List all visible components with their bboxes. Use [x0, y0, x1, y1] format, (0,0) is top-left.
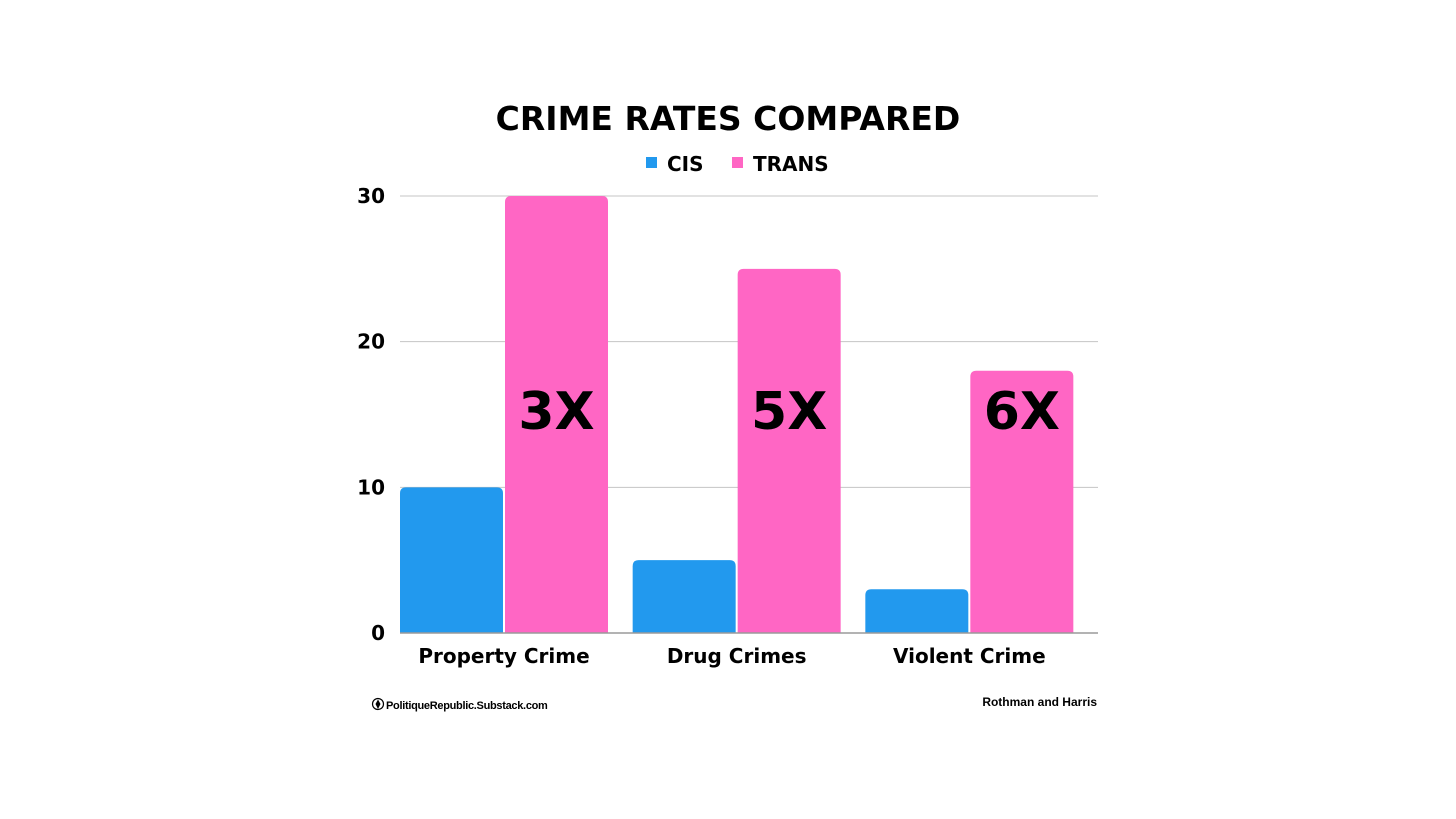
bars	[400, 196, 1074, 633]
legend-swatch-cis	[646, 157, 657, 168]
bar-trans-violent-crime	[970, 370, 1074, 633]
x-category-label: Violent Crime	[893, 644, 1046, 668]
source-text: Rothman and Harris	[982, 695, 1097, 709]
y-tick-label: 10	[357, 475, 385, 499]
y-tick-label: 0	[371, 621, 385, 645]
legend-label-trans: TRANS	[753, 152, 829, 176]
x-category-label: Property Crime	[418, 644, 589, 668]
legend: CIS TRANS	[646, 152, 829, 176]
x-category-label: Drug Crimes	[667, 644, 807, 668]
credit-text: PolitiqueRepublic.Substack.com	[386, 700, 548, 712]
pen-nib-icon	[371, 697, 385, 711]
x-axis-labels: Property Crime Drug Crimes Violent Crime	[418, 644, 1045, 668]
y-axis-ticks: 0 10 20 30	[357, 184, 385, 645]
footer-credit: PolitiqueRepublic.Substack.com	[371, 697, 548, 712]
chart-title: CRIME RATES COMPARED	[496, 99, 961, 138]
annotations: 3X 5X 6X	[518, 382, 1060, 442]
bar-cis-drug-crimes	[632, 560, 736, 633]
multiplier-label: 5X	[751, 382, 827, 442]
multiplier-label: 6X	[984, 382, 1060, 442]
bar-trans-property-crime	[505, 196, 608, 633]
bar-cis-violent-crime	[865, 589, 969, 633]
bar-cis-property-crime	[400, 487, 503, 633]
y-tick-label: 20	[357, 330, 385, 354]
multiplier-label: 3X	[518, 382, 594, 442]
y-tick-label: 30	[357, 184, 385, 208]
legend-label-cis: CIS	[667, 152, 704, 176]
legend-swatch-trans	[732, 157, 743, 168]
bar-trans-drug-crimes	[737, 268, 841, 633]
